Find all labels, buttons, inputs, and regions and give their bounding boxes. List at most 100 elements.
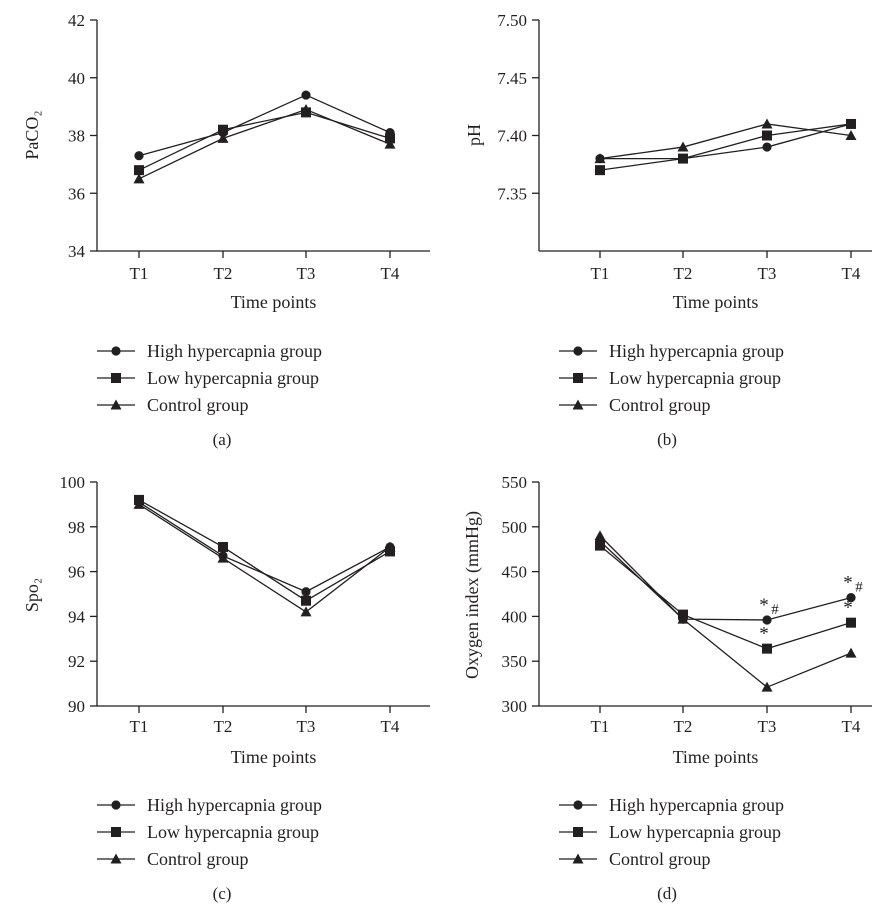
- x-tick-label: T1: [591, 717, 610, 736]
- legend-marker-triangle: [110, 399, 122, 410]
- data-point-square: [218, 124, 228, 135]
- series-triangle: [594, 530, 857, 692]
- legend: High hypercapnia group Low hypercapnia gr…: [559, 795, 784, 869]
- series-line: [138, 111, 391, 171]
- series-line: [599, 540, 852, 621]
- data-point-square: [846, 617, 856, 628]
- legend-marker-square: [573, 373, 583, 383]
- x-tick-label: T4: [381, 717, 400, 736]
- legend-item: Low hypercapnia group: [97, 822, 319, 842]
- legend-item: Control group: [559, 395, 711, 415]
- panel-label: (b): [657, 430, 677, 449]
- y-axis-label: Spo₂: [22, 578, 42, 612]
- x-axis-label: Time points: [673, 292, 759, 312]
- x-axis-label: Time points: [673, 747, 759, 767]
- legend-marker-circle: [111, 346, 121, 356]
- series-square: [595, 118, 856, 176]
- legend: High hypercapnia group Low hypercapnia gr…: [559, 341, 784, 415]
- series-triangle: [133, 104, 396, 184]
- data-point-square: [595, 165, 605, 176]
- x-tick-label: T2: [214, 264, 233, 283]
- data-point-circle: [846, 592, 856, 603]
- data-point-square: [846, 118, 856, 129]
- legend-item: High hypercapnia group: [97, 341, 322, 361]
- y-axis-label: Oxygen index (mmHg): [462, 511, 483, 679]
- y-tick-label: 7.50: [497, 11, 527, 30]
- data-point-triangle: [677, 613, 689, 624]
- series-circle: [595, 536, 856, 625]
- data-point-triangle: [133, 173, 145, 184]
- legend: High hypercapnia group Low hypercapnia gr…: [97, 795, 322, 869]
- legend-label: Low hypercapnia group: [609, 822, 781, 842]
- y-tick-label: 500: [502, 518, 528, 537]
- data-point-square: [134, 165, 144, 176]
- data-point-triangle: [594, 530, 606, 541]
- y-tick-label: 7.35: [497, 184, 527, 203]
- data-point-square: [762, 643, 772, 654]
- data-point-square: [385, 133, 395, 144]
- data-point-triangle: [845, 130, 857, 140]
- legend-item: Control group: [559, 849, 711, 869]
- x-tick-label: T2: [674, 717, 693, 736]
- y-tick-label: 7.45: [497, 69, 527, 88]
- legend-item: Control group: [97, 849, 249, 869]
- legend-marker-triangle: [572, 853, 584, 864]
- series-line: [138, 501, 391, 593]
- y-tick-label: 400: [502, 607, 528, 626]
- legend-label: Low hypercapnia group: [147, 368, 319, 388]
- y-tick-label: 34: [68, 242, 86, 261]
- y-tick-label: 94: [68, 607, 86, 626]
- series-circle: [595, 119, 856, 164]
- legend-item: Low hypercapnia group: [559, 368, 781, 388]
- chart-panel-a: 34 36 38 40 42 T1 T2 T3 T4 Time points PaCO₂ High h…: [22, 11, 430, 449]
- data-point-circle: [762, 615, 772, 625]
- data-point-circle: [301, 587, 311, 597]
- data-point-square: [762, 130, 772, 141]
- x-tick-label: T3: [297, 264, 316, 283]
- y-tick-label: 350: [502, 652, 528, 671]
- legend-label: Control group: [609, 395, 711, 415]
- legend-label: Control group: [147, 395, 249, 415]
- series-line: [138, 499, 391, 602]
- legend-item: Low hypercapnia group: [559, 822, 781, 842]
- y-tick-label: 300: [502, 697, 528, 716]
- x-tick-label: T4: [842, 264, 861, 283]
- y-axis-label: pH: [464, 124, 484, 146]
- x-tick-label: T3: [297, 717, 316, 736]
- legend-label: High hypercapnia group: [147, 341, 322, 361]
- chart-panel-d: 300 350 400 450 500 550 T1 T2 T3 T4 Time points Oxy…: [462, 473, 872, 903]
- x-axis-label: Time points: [231, 747, 317, 767]
- y-tick-label: 42: [68, 11, 85, 30]
- significance-marker: *: [843, 573, 853, 594]
- legend-label: High hypercapnia group: [609, 795, 784, 815]
- x-tick-label: T4: [381, 264, 400, 283]
- series-line: [599, 535, 852, 688]
- x-tick-label: T1: [130, 717, 149, 736]
- series-line: [138, 108, 391, 180]
- series-square: [595, 540, 856, 654]
- series-line: [599, 545, 852, 650]
- data-point-triangle: [677, 141, 689, 152]
- series-circle: [134, 90, 395, 161]
- data-point-square: [678, 153, 688, 164]
- legend-marker-circle: [111, 800, 121, 810]
- series-line: [600, 123, 852, 160]
- data-point-triangle: [300, 606, 312, 617]
- data-point-triangle: [217, 552, 229, 563]
- legend-label: Low hypercapnia group: [609, 368, 781, 388]
- significance-marker: *: [843, 598, 853, 619]
- legend-label: High hypercapnia group: [609, 341, 784, 361]
- y-tick-label: 450: [502, 563, 528, 582]
- series-square: [134, 494, 395, 606]
- y-tick-label: 38: [68, 127, 85, 146]
- legend-marker-triangle: [110, 853, 122, 864]
- legend-label: Control group: [609, 849, 711, 869]
- data-point-circle: [762, 142, 772, 152]
- chart-panel-b: 7.35 7.40 7.45 7.50 T1 T2 T3 T4 Time points pH Hig…: [464, 11, 872, 449]
- y-tick-label: 40: [68, 69, 85, 88]
- legend-item: Low hypercapnia group: [97, 368, 319, 388]
- y-tick-label: 98: [68, 518, 85, 537]
- x-tick-label: T2: [674, 264, 693, 283]
- data-point-triangle: [300, 104, 312, 115]
